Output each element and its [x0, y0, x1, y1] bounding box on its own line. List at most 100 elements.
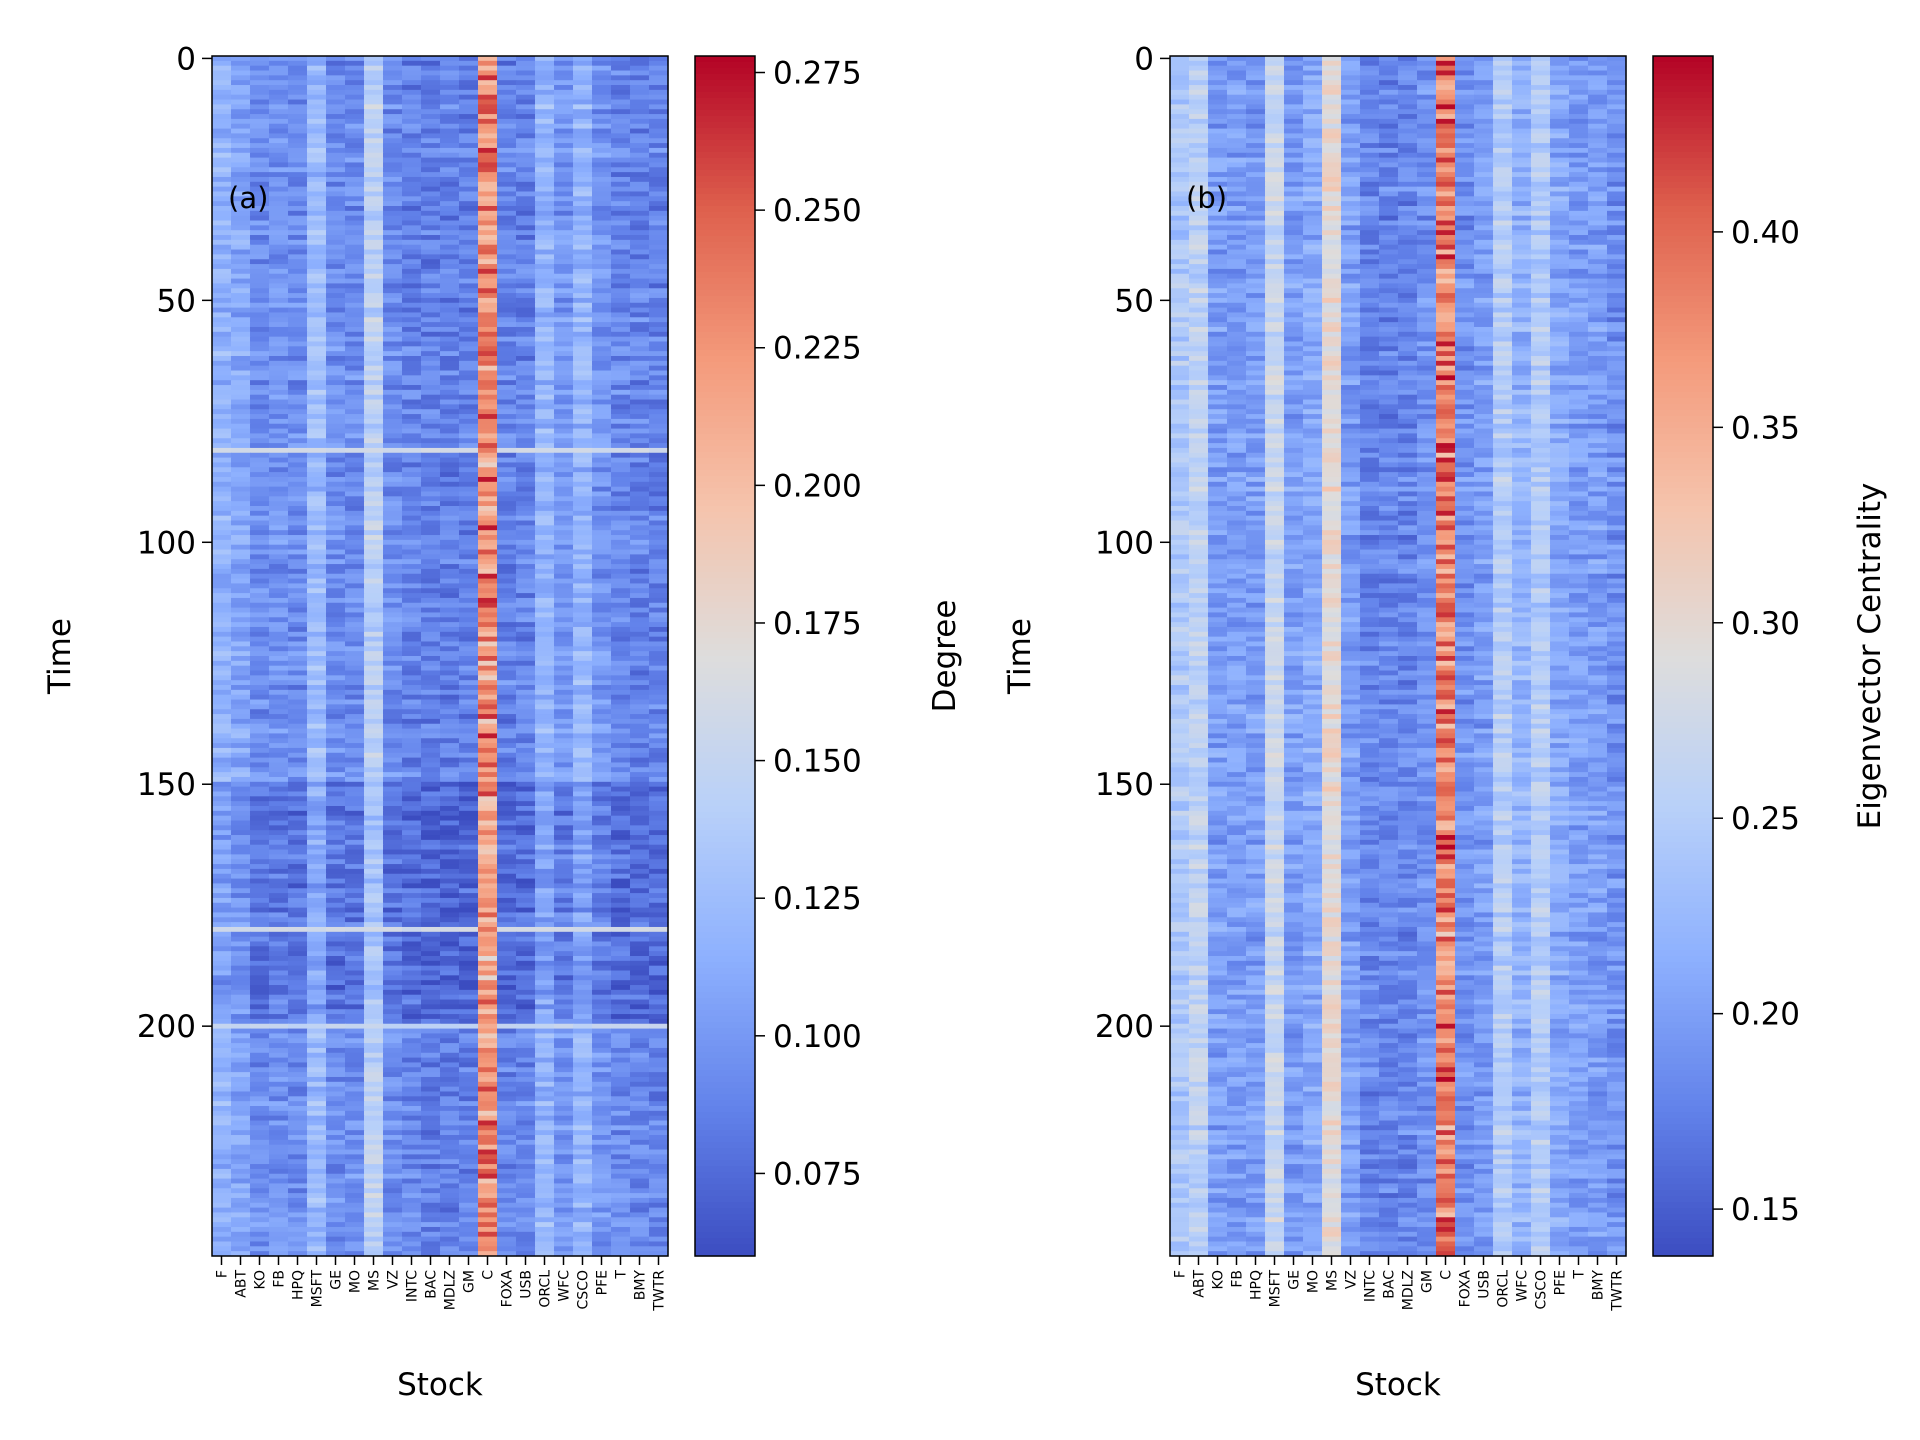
heatmap-cell — [440, 389, 460, 396]
heatmap-cell — [611, 380, 631, 386]
heatmap-cell — [649, 931, 669, 938]
heatmap-cell — [630, 273, 650, 280]
heatmap-cell — [421, 167, 441, 173]
heatmap-cell — [554, 612, 574, 618]
heatmap-cell — [250, 622, 270, 628]
heatmap-cell — [364, 718, 384, 725]
heatmap-cell — [231, 418, 251, 425]
heatmap-cell — [459, 433, 479, 439]
heatmap-cell — [478, 733, 498, 739]
heatmap-cell — [421, 99, 441, 105]
heatmap-cell — [535, 409, 555, 415]
heatmap-cell — [364, 138, 384, 144]
heatmap-cell — [649, 447, 669, 454]
heatmap-cell — [649, 583, 669, 589]
heatmap-cell — [535, 1052, 555, 1059]
heatmap-cell — [630, 60, 650, 67]
heatmap-cell — [326, 1052, 346, 1059]
heatmap-cell — [630, 123, 650, 130]
heatmap-cell — [364, 467, 384, 473]
heatmap-cell — [364, 796, 384, 802]
heatmap-cell — [535, 733, 555, 739]
heatmap-cell — [573, 433, 593, 439]
heatmap-cell — [611, 409, 631, 415]
heatmap-cell — [497, 835, 517, 841]
heatmap-cell — [497, 356, 517, 362]
heatmap-cell — [592, 747, 612, 754]
heatmap-cell — [326, 283, 346, 289]
heatmap-cell — [383, 404, 403, 410]
heatmap-cell — [497, 651, 517, 657]
heatmap-cell — [383, 418, 403, 425]
heatmap-cell — [440, 597, 460, 604]
heatmap-cell — [326, 1023, 346, 1030]
heatmap-cell — [611, 714, 631, 720]
heatmap-cell — [573, 651, 593, 657]
heatmap-cell — [345, 626, 365, 633]
heatmap-cell — [421, 733, 441, 739]
heatmap-cell — [516, 283, 536, 289]
heatmap-cell — [288, 312, 308, 318]
heatmap-cell — [402, 844, 422, 851]
heatmap-cell — [288, 264, 308, 270]
heatmap-cell — [307, 694, 327, 701]
heatmap-cell — [497, 496, 517, 502]
heatmap-cell — [212, 902, 232, 909]
heatmap-cell — [535, 186, 555, 193]
heatmap-cell — [459, 622, 479, 628]
heatmap-cell — [573, 496, 593, 502]
heatmap-cell — [421, 747, 441, 754]
heatmap-cell — [288, 414, 308, 420]
heatmap-cell — [497, 564, 517, 570]
heatmap-cell — [402, 883, 422, 889]
heatmap-cell — [288, 486, 308, 493]
heatmap-cell — [592, 786, 612, 793]
heatmap-cell — [478, 65, 498, 72]
heatmap-cell — [250, 254, 270, 260]
heatmap-cell — [326, 447, 346, 454]
heatmap-cell — [440, 89, 460, 96]
heatmap-cell — [402, 994, 422, 1001]
heatmap-cell — [649, 539, 669, 546]
heatmap-cell — [402, 694, 422, 701]
heatmap-cell — [535, 607, 555, 614]
heatmap-cell — [535, 94, 555, 101]
heatmap-cell — [345, 259, 365, 265]
heatmap-cell — [250, 1043, 270, 1049]
heatmap-cell — [592, 443, 612, 449]
heatmap-cell — [516, 157, 536, 164]
heatmap-cell — [630, 312, 650, 318]
heatmap-cell — [573, 147, 593, 154]
heatmap-cell — [554, 235, 574, 241]
heatmap-cell — [478, 743, 498, 749]
heatmap-cell — [402, 506, 422, 512]
heatmap-cell — [326, 873, 346, 880]
heatmap-cell — [630, 302, 650, 309]
heatmap-cell — [478, 346, 498, 352]
heatmap-cell — [630, 225, 650, 231]
heatmap-cell — [516, 791, 536, 797]
heatmap-cell — [592, 830, 612, 836]
heatmap-cell — [421, 1057, 441, 1064]
heatmap-cell — [212, 220, 232, 226]
heatmap-cell — [497, 525, 517, 531]
heatmap-cell — [535, 1033, 555, 1039]
heatmap-cell — [440, 438, 460, 444]
heatmap-cell — [535, 651, 555, 657]
heatmap-cell — [440, 293, 460, 299]
heatmap-cell — [307, 786, 327, 793]
heatmap-cell — [573, 893, 593, 899]
heatmap-cell — [554, 457, 574, 464]
heatmap-cell — [383, 709, 403, 715]
heatmap-cell — [212, 186, 232, 193]
heatmap-cell — [326, 646, 346, 652]
heatmap-cell — [307, 467, 327, 473]
heatmap-cell — [497, 631, 517, 638]
heatmap-cell — [307, 94, 327, 101]
heatmap-cell — [212, 926, 232, 933]
heatmap-cell — [649, 418, 669, 425]
heatmap-cell — [611, 288, 631, 294]
heatmap-cell — [288, 767, 308, 773]
heatmap-cell — [497, 539, 517, 546]
heatmap-cell — [421, 389, 441, 396]
